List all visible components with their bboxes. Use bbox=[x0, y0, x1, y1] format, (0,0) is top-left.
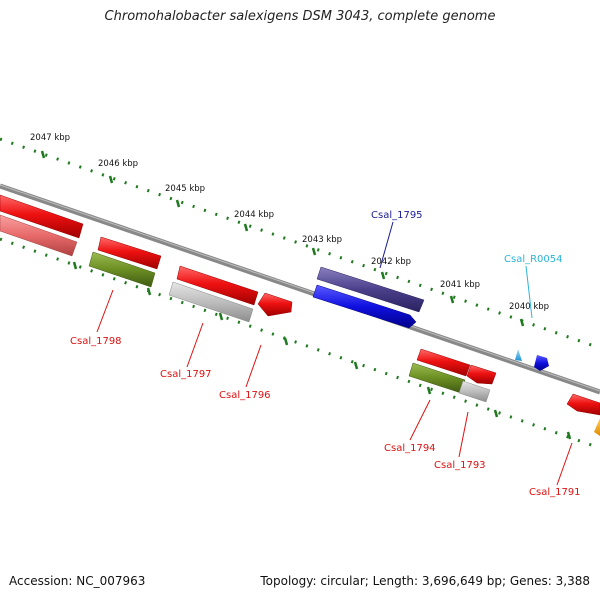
gene-feature-1798-green[interactable] bbox=[88, 251, 156, 288]
gene-feature-1791[interactable] bbox=[566, 393, 600, 416]
tick-label-2046: 2046 kbp bbox=[98, 159, 138, 169]
gene-label-1795[interactable]: Csal_1795 bbox=[371, 210, 423, 221]
scale-track-inner bbox=[0, 237, 600, 450]
gene-feature-orange[interactable] bbox=[594, 418, 600, 436]
label-leaders bbox=[96, 221, 573, 486]
tick-label-2047: 2047 kbp bbox=[30, 133, 70, 143]
gene-label-1791[interactable]: Csal_1791 bbox=[529, 487, 581, 498]
gene-label-r0054[interactable]: Csal_R0054 bbox=[504, 254, 563, 265]
scale-track-outer bbox=[0, 137, 600, 350]
genome-backbone-highlight bbox=[0, 184, 600, 392]
gene-label-1798[interactable]: Csal_1798 bbox=[70, 336, 122, 347]
gene-feature-1796[interactable] bbox=[257, 292, 293, 317]
gene-feature-1794-red[interactable] bbox=[416, 348, 471, 377]
gene-feature-1798-red[interactable] bbox=[97, 236, 162, 270]
genome-backbone bbox=[0, 183, 600, 395]
gene-label-1796[interactable]: Csal_1796 bbox=[219, 390, 271, 401]
tick-label-2042: 2042 kbp bbox=[371, 257, 411, 267]
major-ticks bbox=[40, 150, 572, 440]
gene-feature-1795-cds[interactable] bbox=[312, 284, 417, 329]
tick-label-2045: 2045 kbp bbox=[165, 184, 205, 194]
gene-feature-1797-gray[interactable] bbox=[168, 281, 254, 323]
gene-feature-left-red[interactable] bbox=[0, 194, 84, 239]
gene-feature-r0054[interactable] bbox=[515, 349, 522, 361]
gene-label-1794[interactable]: Csal_1794 bbox=[384, 443, 436, 454]
tick-label-2044: 2044 kbp bbox=[234, 210, 274, 220]
accession-info: Accession: NC_007963 bbox=[9, 574, 146, 588]
gene-label-1793[interactable]: Csal_1793 bbox=[434, 460, 486, 471]
gene-feature-1795-orf[interactable] bbox=[316, 266, 425, 313]
map-title: Chromohalobacter salexigens DSM 3043, co… bbox=[104, 9, 496, 24]
tick-label-2041: 2041 kbp bbox=[440, 280, 480, 290]
gene-feature-blue-small[interactable] bbox=[534, 355, 549, 371]
gene-feature-left-pink[interactable] bbox=[0, 214, 78, 257]
tick-label-2040: 2040 kbp bbox=[509, 302, 549, 312]
gene-label-1797[interactable]: Csal_1797 bbox=[160, 369, 212, 380]
gene-feature-1793-red[interactable] bbox=[466, 364, 497, 385]
topology-info: Topology: circular; Length: 3,696,649 bp… bbox=[260, 574, 590, 588]
gene-feature-1793-gray[interactable] bbox=[458, 380, 491, 403]
tick-label-2043: 2043 kbp bbox=[302, 235, 342, 245]
gene-feature-1797-red[interactable] bbox=[176, 265, 259, 306]
